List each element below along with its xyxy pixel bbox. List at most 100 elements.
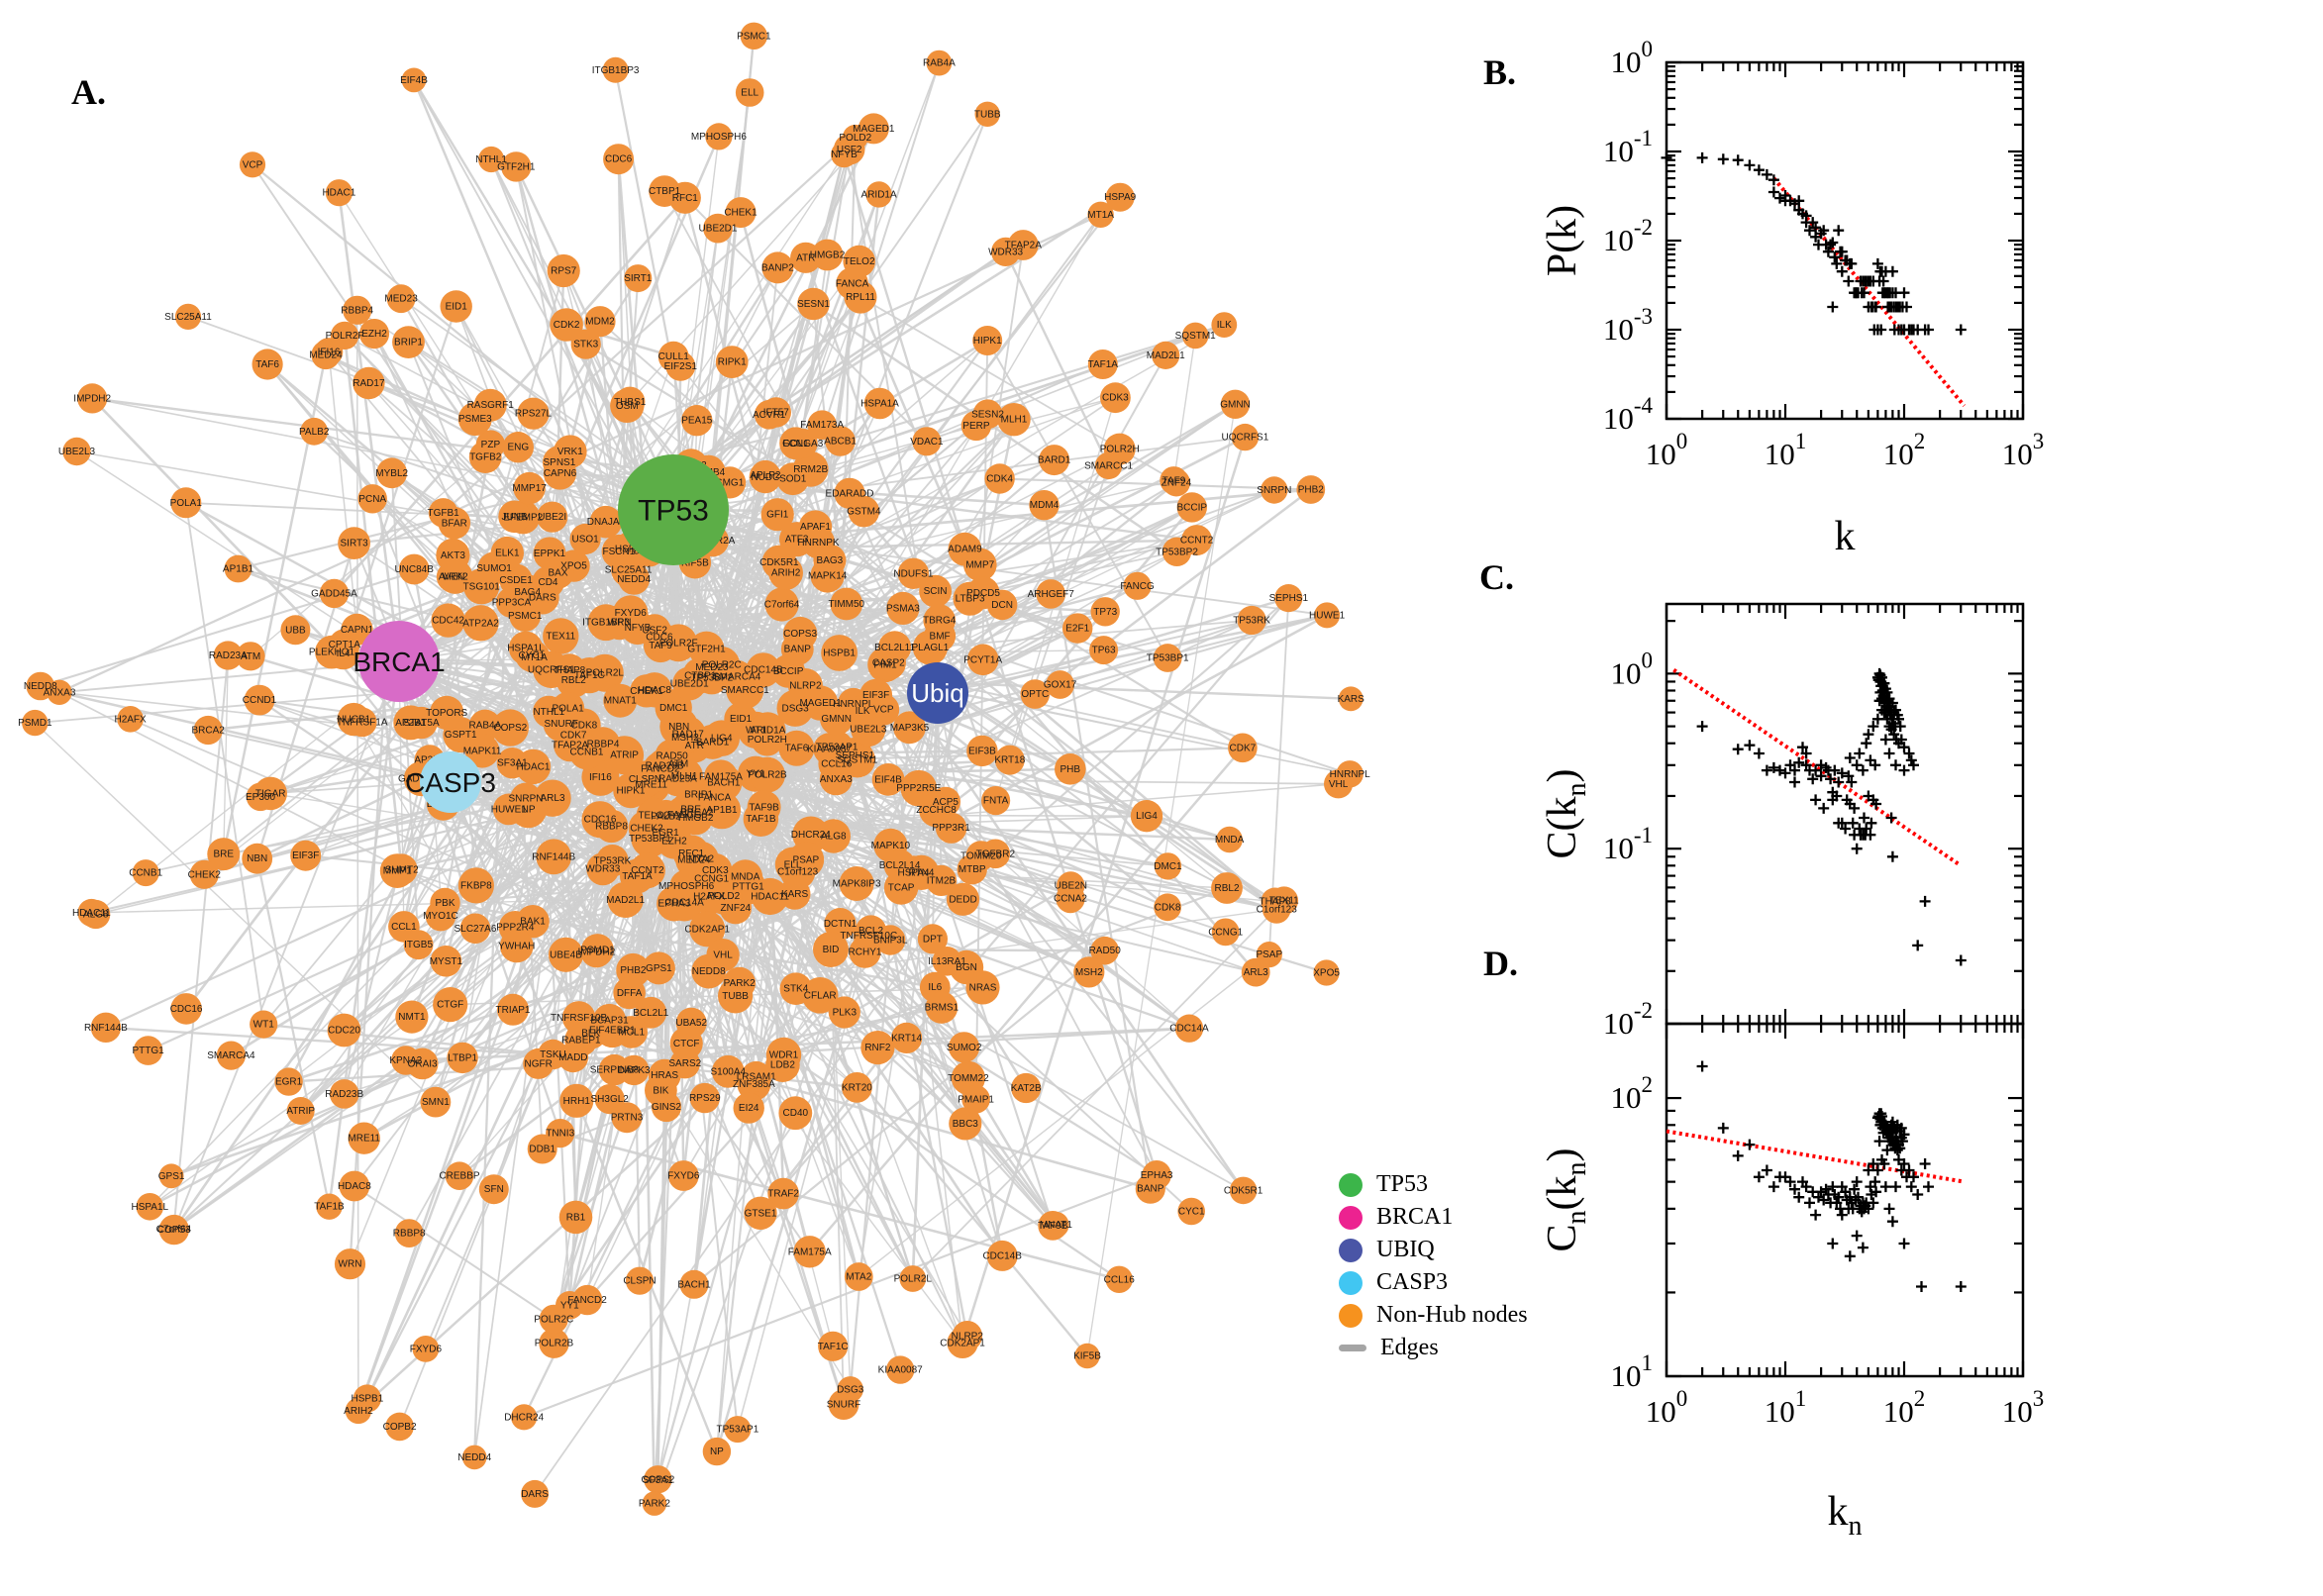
network-node	[947, 1327, 978, 1358]
data-point	[1844, 1250, 1856, 1262]
plot-panel-C: 10-2 10-1 100 C(kn)	[1540, 602, 2025, 1041]
node-label: ARL3	[540, 793, 564, 804]
node-label: ORAI3	[408, 1058, 438, 1069]
node-label: EI24	[739, 1103, 759, 1114]
node-label: PEA15	[681, 416, 713, 427]
plot-frame	[1665, 60, 2025, 421]
network-node	[1162, 468, 1190, 497]
node-label: PPP3CA	[492, 597, 532, 608]
node-label: ATF3	[785, 535, 809, 546]
network-node	[615, 386, 646, 417]
data-point	[1833, 776, 1845, 788]
node-label: BMF	[930, 631, 951, 642]
network-node	[311, 340, 341, 370]
axis-ticks	[1665, 604, 2025, 1026]
data-point	[1768, 186, 1779, 198]
node-label: EIF3F	[862, 690, 889, 701]
node-label: SMN1	[422, 1097, 450, 1108]
node-label: CDK4	[986, 474, 1013, 485]
node-label: H2AFX	[693, 891, 726, 902]
node-label: USF2	[642, 626, 667, 637]
legend-label: CASP3	[1376, 1269, 1449, 1295]
data-point	[1868, 1197, 1879, 1209]
tick-label: 103	[2002, 1386, 2045, 1429]
node-label: CDC14B	[982, 1250, 1022, 1261]
node-label: CDC20	[328, 1026, 360, 1037]
axis-tick-labels: 10-2 10-1 100	[1603, 648, 1653, 1041]
scatter-points	[1661, 151, 1967, 336]
node-label: CCND1	[243, 695, 277, 706]
node-label: HUWE1	[491, 804, 528, 815]
data-point	[1919, 895, 1931, 907]
network-node	[711, 1054, 745, 1088]
node-label: APLP2	[750, 470, 781, 481]
network-node	[638, 614, 671, 647]
node-circle-icon	[1339, 1238, 1363, 1262]
network-node	[542, 556, 574, 589]
node-label: RAD17	[672, 730, 705, 741]
network-node	[440, 290, 472, 323]
network-node	[1211, 872, 1243, 904]
network-node	[657, 341, 689, 372]
node-label: LIG4	[1136, 811, 1158, 822]
node-label: PZP	[481, 440, 501, 450]
node-label: RAD50	[656, 751, 688, 762]
network-node	[132, 859, 159, 887]
tick-label: 10-4	[1603, 393, 1654, 436]
node-label: MLH1	[671, 771, 698, 782]
data-point	[1890, 704, 1901, 716]
node-label: LTBP3	[956, 594, 985, 605]
node-label: ATR	[796, 252, 815, 263]
network-node	[189, 859, 219, 889]
data-point	[1898, 287, 1910, 299]
panel-a-label: A.	[71, 72, 106, 112]
tick-label: 10-2	[1603, 998, 1653, 1041]
node-label: SLC25A11	[605, 565, 653, 576]
axis-tick-labels: 100 101 102 103 10-4 10-3 10-2 10-1 100	[1603, 37, 2044, 471]
node-label: VHL	[713, 950, 733, 961]
data-point	[1866, 817, 1877, 829]
network-node	[290, 840, 322, 871]
data-point	[1807, 773, 1819, 785]
node-label: IL13RA1	[928, 956, 966, 967]
network-node	[706, 939, 740, 972]
plot-panel-D: 100101102103101102Cn(kn)kn	[1540, 1022, 2045, 1542]
network-node	[825, 426, 856, 456]
node-label: AP2B1	[395, 718, 427, 729]
node-label: FCN1	[783, 439, 810, 449]
node-label: SIRT3	[341, 539, 369, 549]
network-node	[629, 852, 665, 889]
node-label: RCHY1	[849, 948, 882, 958]
node-label: SF3A1	[497, 758, 528, 769]
node-label: C7orf64	[156, 1225, 192, 1236]
node-label: PMAIP1	[958, 1094, 994, 1105]
node-label: PSAP	[793, 854, 820, 865]
node-label: MNAT1	[604, 696, 638, 707]
tick-label: 100	[1611, 648, 1654, 690]
node-label: WDR1	[769, 1050, 799, 1061]
network-node	[705, 123, 733, 150]
node-label: BNIP3L	[873, 936, 908, 947]
data-point	[1843, 275, 1855, 287]
network-node	[1177, 1197, 1205, 1226]
network-node	[679, 1269, 709, 1299]
node-label: SMARCC1	[1084, 460, 1133, 471]
network-node	[635, 996, 667, 1029]
node-label: SQSTM1	[837, 754, 878, 765]
node-label: HDAC1	[322, 188, 355, 199]
network-node	[705, 877, 743, 915]
node-label: MTBP	[959, 864, 986, 875]
axis-label: kn	[1828, 1489, 1863, 1542]
network-node	[160, 1216, 187, 1243]
network-node	[26, 671, 55, 701]
network-node	[1142, 1160, 1171, 1190]
node-label: FKBP8	[460, 880, 492, 891]
network-node	[224, 554, 252, 583]
node-label: HSPB1	[352, 1394, 384, 1405]
network-node	[776, 462, 810, 496]
node-label: EGR1	[652, 828, 679, 839]
node-label: CDC6	[605, 154, 633, 165]
network-node	[213, 641, 243, 670]
data-point	[1818, 225, 1830, 237]
legend-label: UBIQ	[1376, 1237, 1435, 1262]
